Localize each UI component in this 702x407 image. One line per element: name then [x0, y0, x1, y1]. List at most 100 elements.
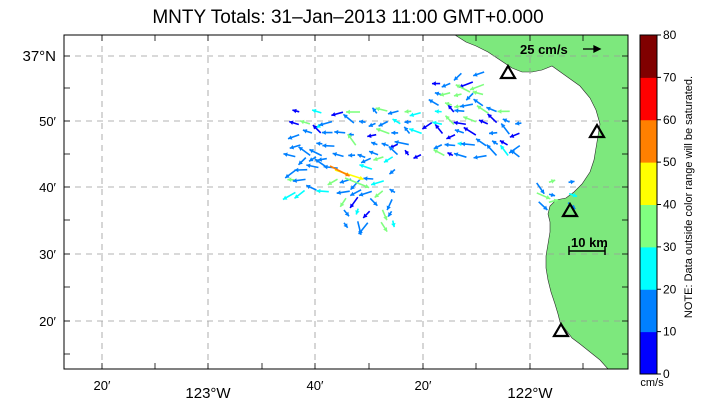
reference-vector-label: 25 cm/s	[520, 42, 568, 57]
current-vector-head	[445, 115, 450, 121]
current-vector-head	[473, 154, 478, 160]
current-vector-head	[358, 192, 364, 197]
colorbar-tick-label: 70	[663, 70, 677, 84]
current-vector-head	[476, 138, 481, 143]
station-marker	[552, 321, 570, 338]
current-vector-head	[306, 184, 311, 190]
colorbar-tick-label: 20	[663, 282, 677, 296]
current-vector-head	[294, 167, 299, 173]
current-vector-head	[550, 192, 556, 198]
current-vector-head	[476, 105, 482, 110]
current-vector-head	[435, 124, 440, 129]
current-vector-head	[287, 135, 293, 140]
colorbar-tick-label: 80	[663, 28, 677, 42]
current-vector-head	[300, 119, 305, 125]
current-vector-head	[501, 123, 506, 128]
current-vector-head	[478, 119, 484, 124]
current-vector-head	[339, 179, 345, 184]
colorbar-tick-label: 10	[663, 325, 677, 339]
current-vector-head	[500, 145, 505, 150]
current-vector-head	[361, 159, 366, 164]
current-vector-head	[289, 144, 295, 150]
current-vector-head	[283, 152, 288, 157]
current-vector-head	[363, 176, 368, 181]
station-marker	[561, 201, 579, 218]
current-vector-head	[434, 91, 440, 97]
current-vector-head	[315, 159, 320, 164]
current-vector-head	[387, 110, 393, 116]
current-vector-head	[540, 189, 545, 194]
current-vector-head	[378, 122, 384, 127]
current-vector-head	[441, 83, 447, 88]
current-vector-head	[392, 119, 398, 123]
current-vector-head	[348, 153, 353, 158]
current-vector-head	[434, 109, 439, 114]
colorbar-segment	[640, 35, 657, 78]
current-vector-head	[282, 195, 288, 200]
x-label-123W: 123°W	[185, 385, 231, 402]
current-vector-head	[492, 140, 497, 145]
current-vector-head	[289, 120, 294, 125]
current-vector-head	[383, 158, 389, 163]
current-vector-head	[413, 154, 418, 159]
y-label-30min: 30′	[39, 247, 56, 262]
current-vector-head	[371, 181, 376, 186]
current-vector-head	[448, 105, 453, 110]
colorbar-segment	[640, 77, 657, 121]
current-vector-head	[302, 129, 308, 134]
current-vector-head	[306, 163, 311, 169]
current-vector-head	[428, 99, 434, 104]
current-vector-head	[343, 223, 348, 228]
current-vector-head	[433, 149, 439, 154]
current-vector-head	[294, 194, 299, 199]
current-vector-head	[347, 134, 352, 139]
current-vector-head	[386, 205, 391, 211]
current-vector-head	[472, 90, 478, 95]
graticule	[64, 35, 628, 369]
current-vector-head	[463, 127, 469, 132]
current-vector-head	[287, 177, 292, 182]
current-vector-head	[446, 135, 451, 140]
current-vector-head	[454, 108, 459, 114]
x-label-20min-b: 20′	[415, 378, 432, 393]
current-vector-head	[344, 211, 350, 217]
current-vector-head	[499, 140, 505, 145]
current-vector-head	[515, 121, 520, 126]
current-vector-head	[375, 106, 380, 112]
current-vector-head	[473, 99, 479, 104]
colorbar-unit: cm/s	[640, 377, 664, 389]
current-vector-head	[316, 123, 322, 128]
ocean-area	[64, 35, 628, 369]
current-vector-head	[543, 205, 548, 210]
station-marker	[499, 63, 517, 80]
current-vector-head	[454, 128, 460, 134]
current-vector-head	[363, 213, 368, 218]
current-vector-head	[309, 149, 314, 154]
scale-bar	[568, 246, 606, 255]
colorbar-segment	[640, 119, 657, 163]
current-vector-head	[292, 178, 297, 183]
current-vector-head	[457, 141, 462, 147]
current-vector-head	[570, 179, 575, 185]
station-marker	[588, 122, 606, 139]
current-vector-head	[309, 157, 314, 162]
colorbar-note: NOTE: Data outside color range will be s…	[683, 76, 695, 318]
current-vector-head	[312, 108, 317, 114]
current-vector-head	[323, 164, 328, 170]
colorbar-segment	[640, 162, 657, 205]
current-vector-head	[388, 212, 393, 217]
current-vector-head	[404, 126, 409, 132]
current-vector-head	[334, 129, 339, 135]
current-vector-head	[466, 95, 471, 101]
current-vector-head	[350, 203, 355, 208]
current-vector-head	[364, 184, 370, 189]
current-vector-head	[405, 150, 410, 155]
x-label-40min: 40′	[307, 378, 324, 393]
map-title: MNTY Totals: 31–Jan–2013 11:00 GMT+0.000	[152, 7, 543, 28]
current-vector-head	[359, 175, 364, 181]
current-vector-head	[454, 104, 459, 109]
current-vector-head	[453, 76, 459, 81]
current-vector-head	[453, 92, 459, 98]
scale-bar-label: 10 km	[571, 235, 608, 250]
colorbar-tick-label: 60	[663, 113, 677, 127]
